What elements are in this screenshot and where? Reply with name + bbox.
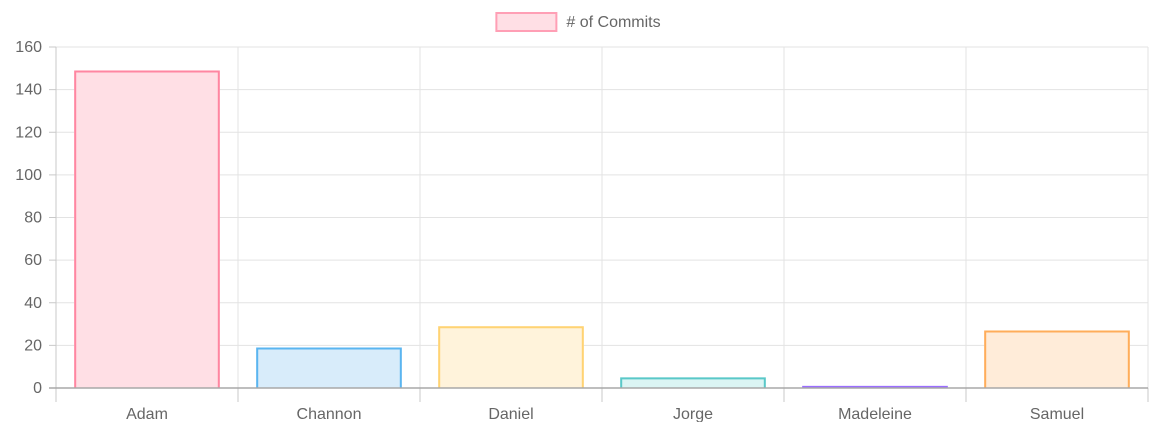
y-tick-label: 40 — [24, 295, 42, 312]
y-tick-label: 60 — [24, 252, 42, 269]
bar-border-daniel — [438, 326, 584, 388]
y-tick-label: 20 — [24, 337, 42, 354]
x-tick-label: Jorge — [673, 406, 713, 422]
x-tick-label: Adam — [126, 406, 168, 422]
y-tick-label: 140 — [15, 82, 42, 99]
x-tick-label: Samuel — [1030, 406, 1084, 422]
bar-border-channon — [256, 347, 402, 388]
axes — [49, 47, 1148, 389]
x-tick-labels: Adam Channon Daniel Jorge Madeleine Samuel — [126, 406, 1084, 423]
y-tick-label: 160 — [15, 39, 42, 56]
bar-channon[interactable] — [256, 347, 402, 388]
bar-samuel[interactable] — [984, 330, 1130, 388]
bar-adam[interactable] — [74, 70, 220, 388]
x-tick-label: Daniel — [488, 406, 533, 422]
legend-label[interactable]: # of Commits — [566, 14, 660, 31]
bar-border-adam — [74, 70, 220, 388]
y-tick-label: 0 — [33, 380, 42, 397]
legend-swatch[interactable] — [495, 12, 558, 32]
x-tick-label: Madeleine — [838, 406, 912, 422]
bar-border-samuel — [984, 330, 1130, 388]
y-tick-labels: 0 20 40 60 80 100 120 140 160 — [15, 39, 42, 397]
bars — [74, 70, 1130, 388]
legend[interactable]: # of Commits — [495, 12, 661, 32]
bar-jorge[interactable] — [620, 377, 766, 388]
x-tick-label: Channon — [297, 406, 362, 422]
bar-border-jorge — [620, 377, 766, 388]
y-tick-label: 80 — [24, 210, 42, 227]
y-tick-label: 120 — [15, 124, 42, 141]
y-tick-label: 100 — [15, 167, 42, 184]
bar-daniel[interactable] — [438, 326, 584, 388]
